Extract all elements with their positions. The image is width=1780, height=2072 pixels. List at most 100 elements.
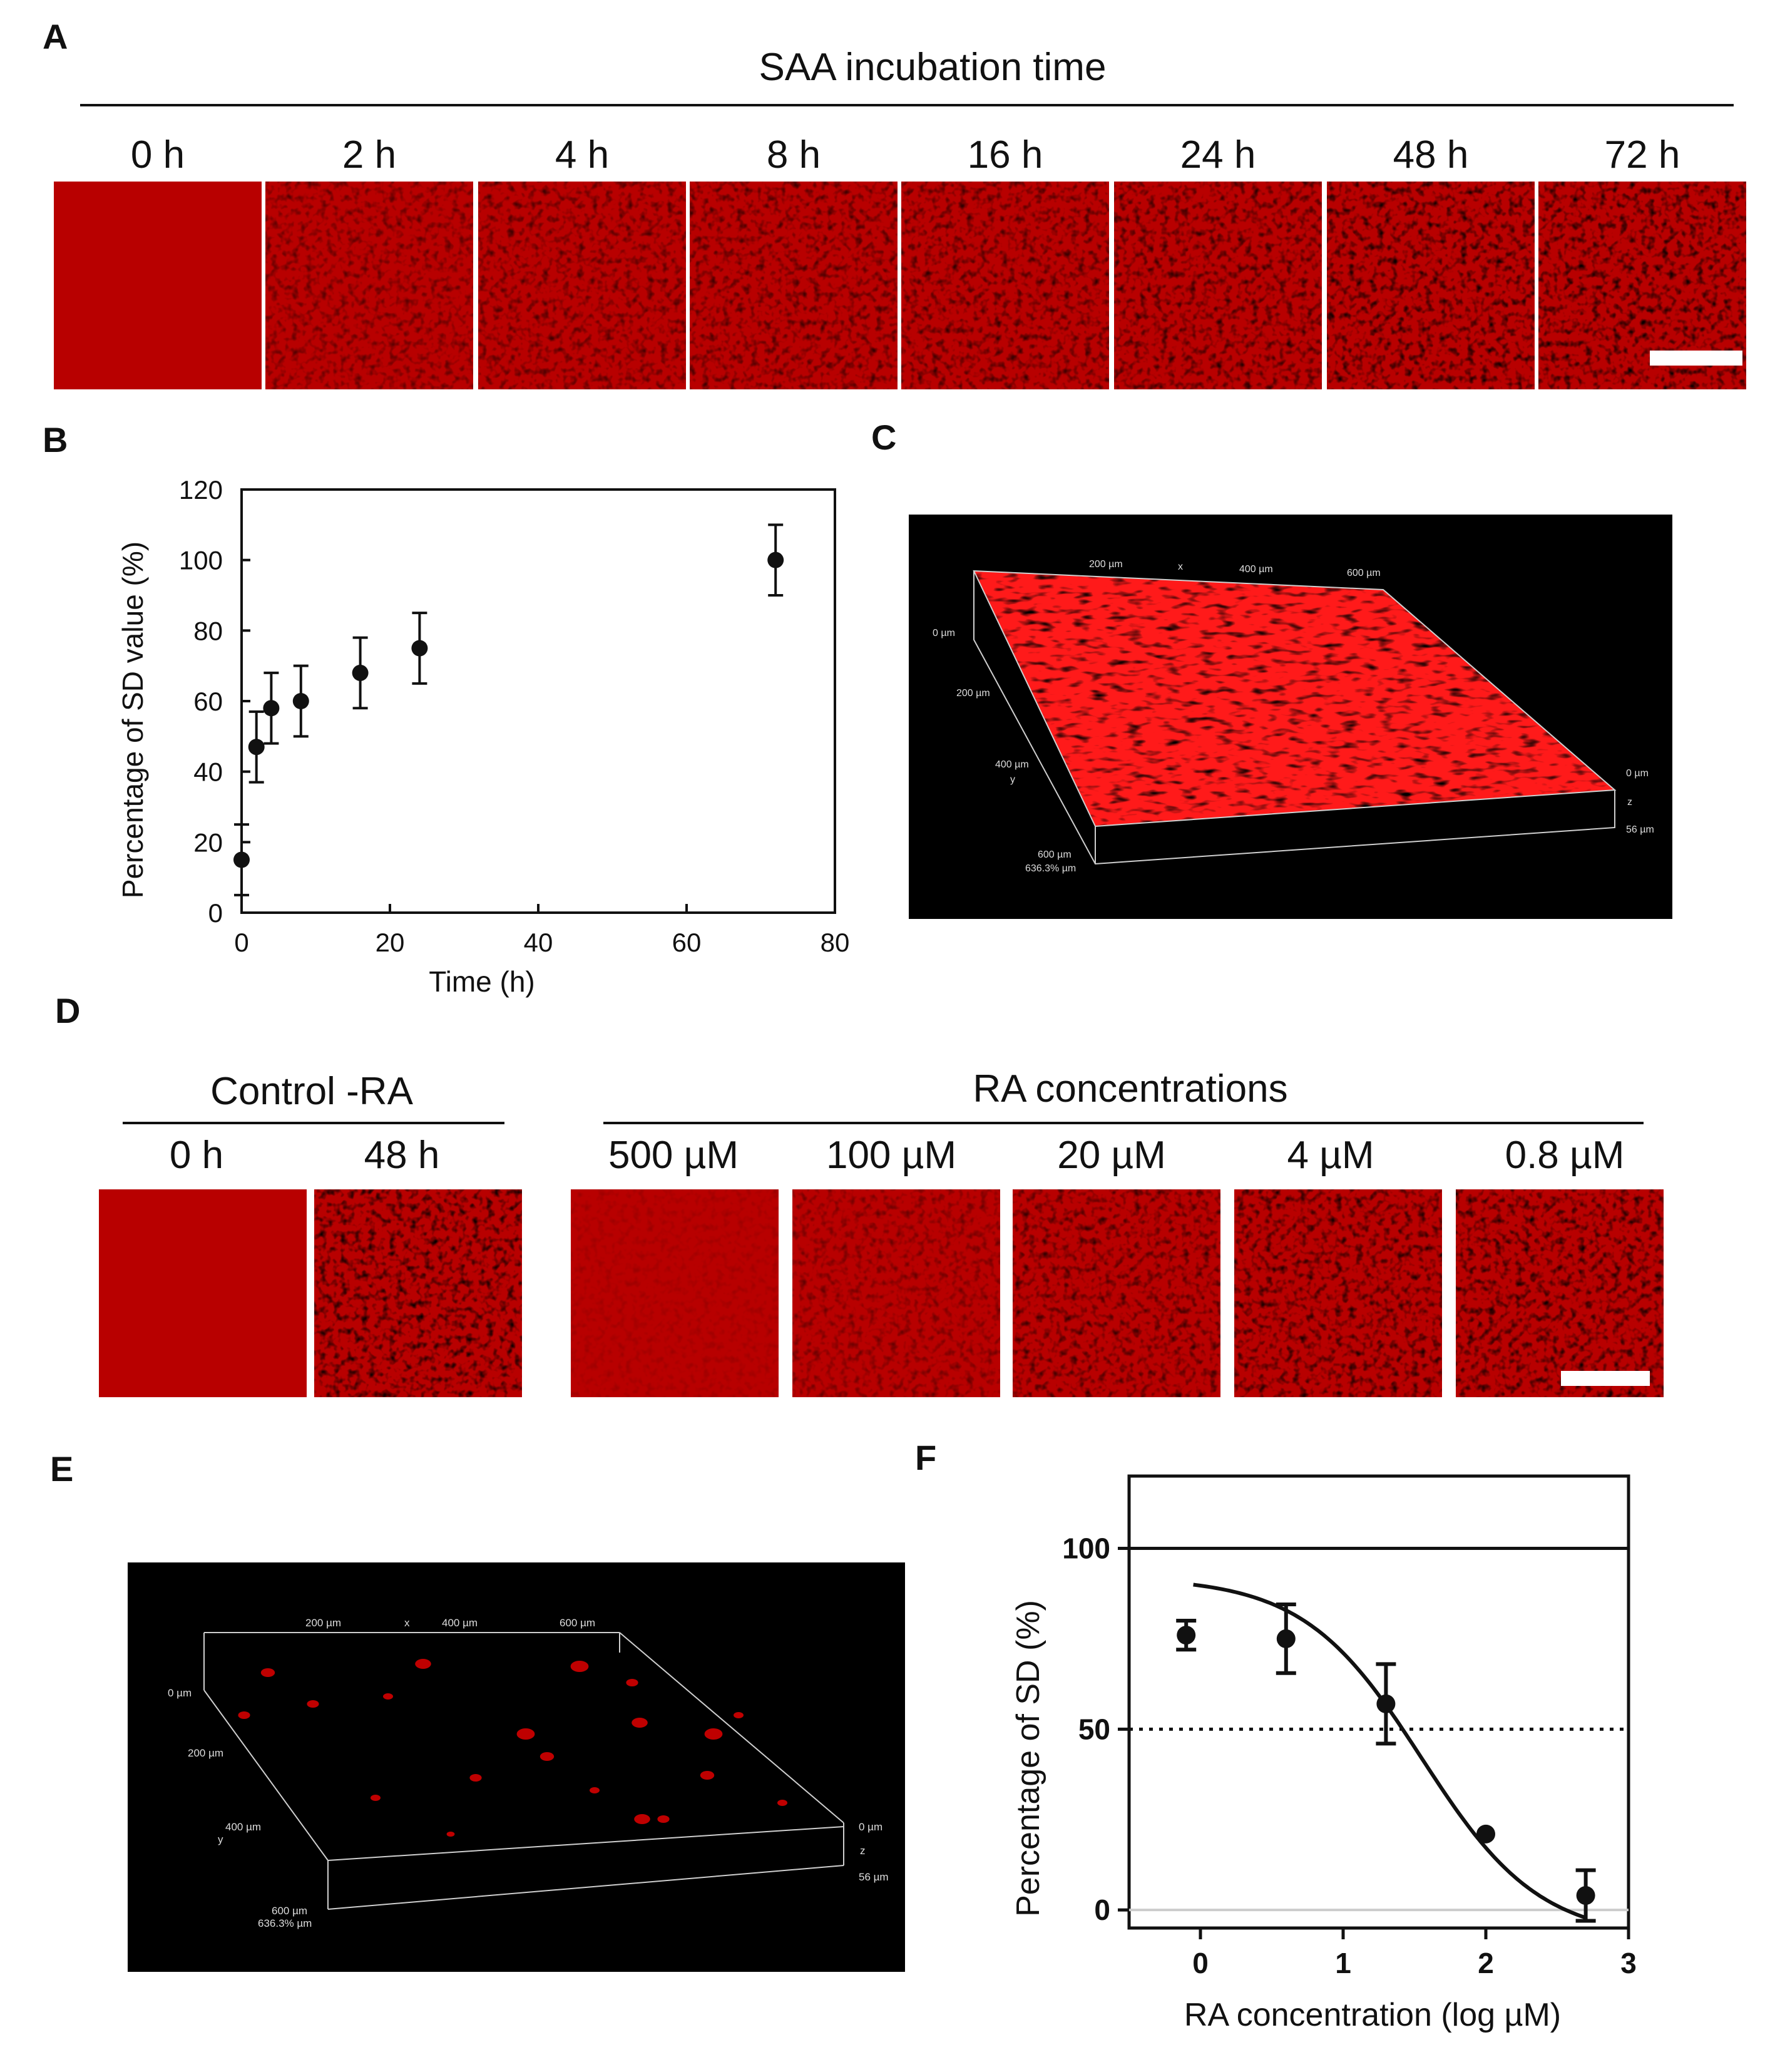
y-tick-label: 40 — [193, 757, 223, 787]
time-label: 72 h — [1605, 133, 1680, 177]
axis-tick-label: 600 µm — [1347, 568, 1381, 578]
axis-tick-label: x — [1178, 562, 1183, 572]
data-point — [411, 640, 428, 657]
aggregate-spot — [626, 1679, 638, 1686]
panel-a-time-labels: 0 h 2 h 4 h 8 h 16 h 24 h 48 h 72 h — [131, 133, 1680, 177]
panel-c: C 200 µm x 400 µm 600 µm 0 µm 200 µm 400 µm y 60… — [871, 418, 1672, 919]
aggregate-spot — [238, 1711, 250, 1719]
fit-curve — [1193, 1582, 1587, 1920]
aggregate-spot — [570, 1661, 589, 1672]
volume-e-aggregates — [238, 1659, 787, 1837]
aggregate-spot — [446, 1832, 455, 1837]
y-tick-label: 50 — [1078, 1713, 1110, 1745]
y-tick-label: 0 — [208, 898, 223, 928]
axis-tick-label: 56 µm — [859, 1871, 889, 1883]
micrograph-texture — [265, 182, 473, 389]
panel-letter-c: C — [871, 418, 896, 457]
aggregate-spot — [657, 1815, 670, 1823]
y-tick-label: 20 — [193, 828, 223, 857]
axis-tick-label: 0 µm — [168, 1687, 192, 1699]
data-point — [1376, 1694, 1396, 1713]
micrograph-tile — [99, 1189, 307, 1397]
panel-b: B 0 20 40 60 80 0 20 40 60 80 100 120 Time (h) Percen… — [43, 420, 849, 998]
aggregate-spot — [516, 1728, 535, 1740]
axis-tick-label: 200 µm — [956, 688, 990, 699]
data-point — [1576, 1886, 1595, 1905]
concentration-label: 500 µM — [608, 1134, 739, 1177]
micrograph-texture — [792, 1189, 1000, 1397]
axis-tick-label: 600 µm — [272, 1905, 307, 1917]
ra-header: RA concentrations — [973, 1067, 1287, 1110]
data-point — [352, 664, 369, 681]
concentration-label: 4 µM — [1287, 1134, 1374, 1177]
micrograph-texture — [1327, 182, 1535, 389]
x-tick-label: 60 — [672, 928, 702, 957]
y-tick-label: 60 — [193, 687, 223, 716]
x-axis-label: RA concentration (log µM) — [1184, 1997, 1561, 2033]
volume-e-box — [203, 1632, 844, 1910]
aggregate-spot — [632, 1718, 648, 1728]
micrograph-texture — [478, 182, 686, 389]
time-label: 16 h — [968, 133, 1043, 177]
panel-a: A SAA incubation time 0 h 2 h 4 h 8 h 16 h 24… — [43, 17, 1746, 389]
axis-tick-label: 56 µm — [1626, 824, 1654, 835]
data-point — [1276, 1629, 1296, 1648]
time-label: 0 h — [131, 133, 185, 177]
micrograph-texture — [901, 182, 1109, 389]
control-header: Control -RA — [210, 1070, 414, 1113]
aggregate-spot — [590, 1787, 600, 1793]
axis-tick-label: 200 µm — [188, 1747, 223, 1759]
data-point — [292, 693, 309, 709]
x-tick-label: 80 — [821, 928, 850, 957]
concentration-label: 20 µM — [1057, 1134, 1166, 1177]
axis-tick-label: 400 µm — [225, 1821, 261, 1833]
concentration-label: 100 µM — [826, 1134, 956, 1177]
x-tick-label: 3 — [1620, 1947, 1637, 1979]
data-point — [233, 851, 250, 868]
data-point — [263, 700, 280, 717]
axis-tick-label: 636.3% µm — [258, 1917, 312, 1929]
x-tick-label: 0 — [234, 928, 248, 957]
axis-tick-label: y — [1010, 774, 1015, 785]
x-tick-label: 40 — [524, 928, 553, 957]
axis-tick-label: x — [404, 1617, 410, 1629]
volume-c-box — [973, 570, 1617, 865]
axis-tick-label: 0 µm — [859, 1821, 882, 1833]
panel-letter-b: B — [43, 420, 68, 459]
panel-d-micrographs — [99, 1189, 1664, 1397]
axis-tick-label: 636.3% µm — [1025, 863, 1076, 874]
aggregate-spot — [371, 1795, 381, 1801]
volume-render-e — [128, 1562, 905, 1972]
axis-tick-label: 400 µm — [442, 1617, 478, 1629]
time-label: 48 h — [1393, 133, 1469, 177]
axis-tick-label: 0 µm — [933, 628, 955, 639]
volume-c-axis-labels: 200 µm x 400 µm 600 µm 0 µm 200 µm 400 µm y 600 … — [933, 559, 1654, 874]
time-label: 2 h — [342, 133, 396, 177]
time-label: 48 h — [364, 1134, 440, 1177]
y-tick-label: 0 — [1094, 1894, 1110, 1926]
aggregate-spot — [777, 1800, 787, 1806]
axis-tick-label: 400 µm — [1239, 564, 1273, 575]
panel-letter-e: E — [50, 1449, 73, 1489]
micrograph-texture — [314, 1189, 522, 1397]
aggregate-spot — [469, 1774, 482, 1782]
aggregate-spot — [307, 1700, 319, 1708]
time-label: 0 h — [170, 1134, 223, 1177]
time-label: 4 h — [555, 133, 609, 177]
panel-letter-d: D — [55, 991, 80, 1030]
data-point — [1177, 1626, 1196, 1645]
x-tick-label: 0 — [1192, 1947, 1209, 1979]
micrograph-texture — [1013, 1189, 1220, 1397]
y-tick-label: 100 — [1062, 1532, 1110, 1565]
y-tick-label: 100 — [179, 546, 223, 575]
y-axis-label: Percentage of SD value (%) — [116, 541, 149, 898]
aggregate-spot — [704, 1728, 723, 1740]
concentration-label: 0.8 µM — [1505, 1134, 1625, 1177]
micrograph-tile — [54, 182, 262, 389]
x-tick-label: 2 — [1478, 1947, 1494, 1979]
axis-tick-label: 400 µm — [995, 759, 1029, 770]
aggregate-spot — [700, 1771, 715, 1780]
